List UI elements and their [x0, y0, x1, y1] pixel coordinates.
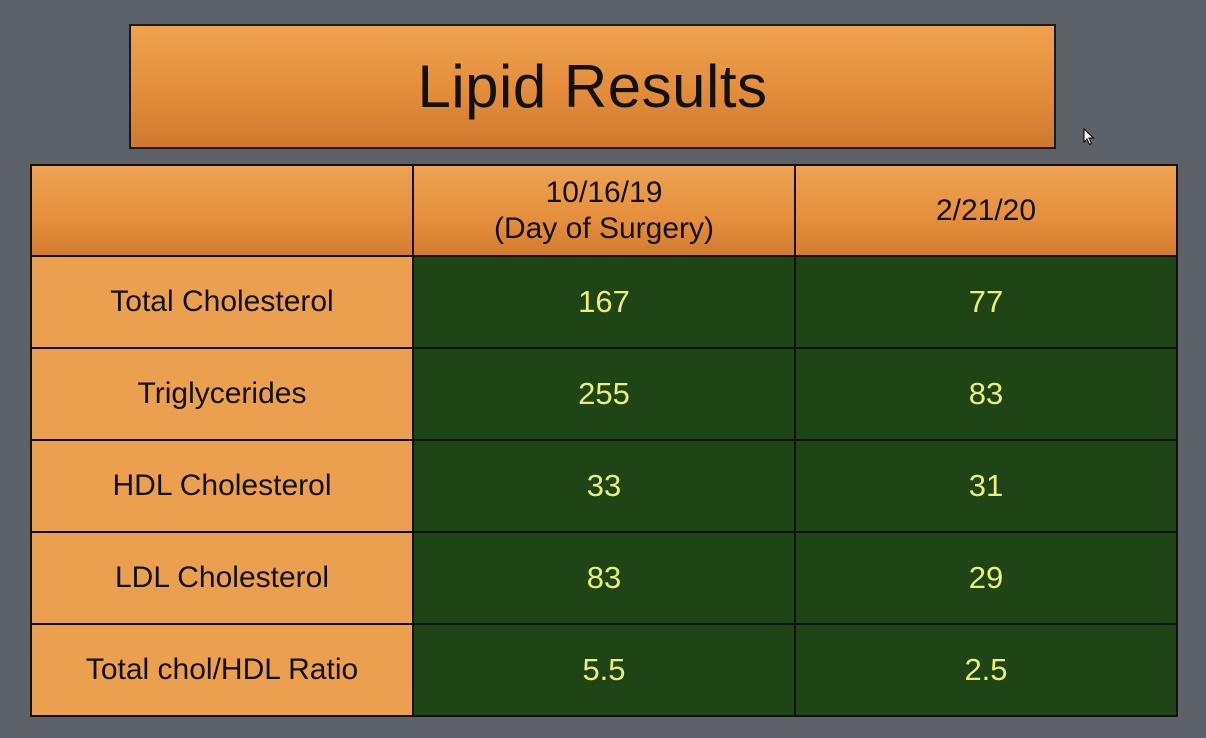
- row-label: Triglycerides: [30, 347, 414, 441]
- table-header-row: 10/16/19 (Day of Surgery) 2/21/20: [30, 164, 1178, 257]
- value-cell: 77: [794, 255, 1178, 349]
- header-date-2: 2/21/20: [935, 193, 1037, 227]
- value-cell: 33: [412, 439, 796, 533]
- value-cell: 29: [794, 531, 1178, 625]
- table-row: Triglycerides 255 83: [30, 347, 1178, 441]
- table-row: LDL Cholesterol 83 29: [30, 531, 1178, 625]
- lipid-results-table: 10/16/19 (Day of Surgery) 2/21/20 Total …: [30, 164, 1178, 717]
- row-label: Total chol/HDL Ratio: [30, 623, 414, 717]
- slide-title: Lipid Results: [417, 53, 768, 120]
- row-label: HDL Cholesterol: [30, 439, 414, 533]
- title-banner: Lipid Results: [129, 24, 1056, 149]
- value-cell: 255: [412, 347, 796, 441]
- mouse-pointer-icon: [1083, 128, 1095, 146]
- table-row: HDL Cholesterol 33 31: [30, 439, 1178, 533]
- header-date-1: 10/16/19: [545, 175, 663, 209]
- header-cell-date-2: 2/21/20: [794, 164, 1178, 257]
- table-row: Total chol/HDL Ratio 5.5 2.5: [30, 623, 1178, 717]
- header-cell-date-1: 10/16/19 (Day of Surgery): [412, 164, 796, 257]
- value-cell: 83: [412, 531, 796, 625]
- value-cell: 5.5: [412, 623, 796, 717]
- header-cell-empty: [30, 164, 414, 257]
- row-label: Total Cholesterol: [30, 255, 414, 349]
- value-cell: 2.5: [794, 623, 1178, 717]
- value-cell: 83: [794, 347, 1178, 441]
- value-cell: 31: [794, 439, 1178, 533]
- table-row: Total Cholesterol 167 77: [30, 255, 1178, 349]
- value-cell: 167: [412, 255, 796, 349]
- header-date-1-note: (Day of Surgery): [493, 211, 715, 245]
- row-label: LDL Cholesterol: [30, 531, 414, 625]
